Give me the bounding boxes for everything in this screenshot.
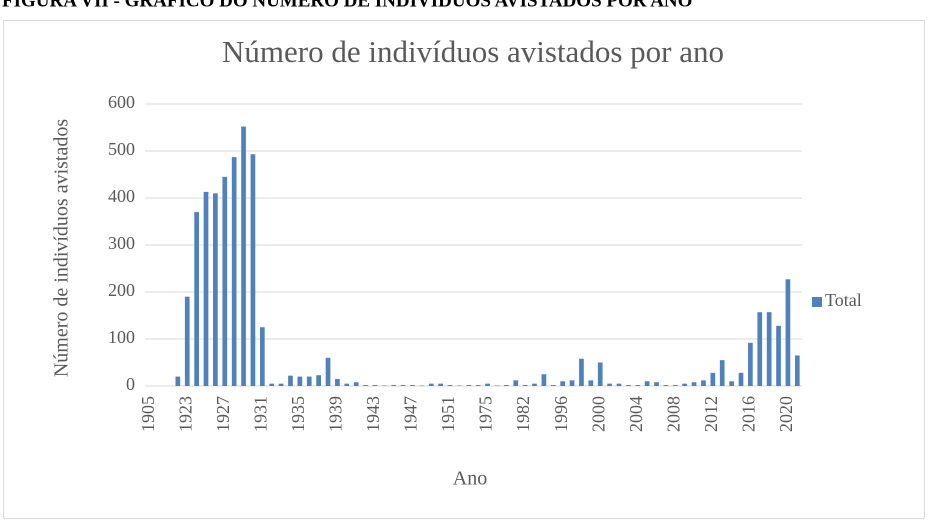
x-tick-label: 1996: [551, 396, 571, 432]
figure-heading: FIGURA VII - GRÁFICO DO NÚMERO DE INDIVÍ…: [2, 0, 692, 11]
bar: [504, 385, 509, 386]
bar: [400, 385, 406, 386]
bar: [438, 383, 443, 386]
bar: [316, 375, 321, 386]
x-tick-label: 1982: [513, 396, 533, 432]
x-tick-label: 2016: [739, 396, 759, 432]
bar: [626, 385, 631, 386]
bar: [353, 382, 359, 386]
bar: [644, 381, 650, 386]
x-axis-label: Ano: [453, 468, 487, 490]
bar: [541, 374, 547, 386]
bar: [794, 355, 800, 386]
bar: [710, 372, 716, 386]
bar: [776, 325, 781, 386]
bar: [363, 385, 368, 386]
legend-swatch: [812, 297, 822, 307]
bar: [757, 312, 763, 386]
bar: [466, 385, 472, 386]
bar: [672, 385, 678, 386]
x-tick-label: 1975: [476, 396, 496, 432]
x-tick-label: 2020: [776, 396, 796, 432]
bar: [766, 312, 772, 386]
y-tick-label: 600: [108, 92, 135, 112]
bar: [259, 327, 265, 386]
x-tick-label: 1905: [138, 396, 158, 432]
x-tick-label: 1951: [438, 396, 458, 432]
x-tick-label: 2004: [626, 396, 646, 432]
x-tick-label: 1927: [213, 396, 233, 432]
bar: [738, 372, 744, 386]
bar: [522, 385, 528, 386]
y-tick-label: 100: [108, 327, 135, 347]
y-tick-label: 0: [126, 374, 135, 394]
bar: [447, 385, 453, 386]
x-tick-label: 1923: [175, 396, 195, 432]
bar: [550, 385, 556, 386]
bar: [344, 383, 350, 386]
bar: [597, 362, 603, 386]
x-tick-label: 1947: [401, 396, 421, 432]
bar: [288, 375, 293, 386]
bar: [175, 376, 181, 386]
x-tick-label: 2008: [663, 396, 683, 432]
bar: [729, 381, 734, 386]
bar: [222, 176, 228, 386]
bar: [532, 383, 537, 386]
x-tick-label: 2012: [701, 396, 721, 432]
bar: [306, 376, 312, 386]
bar: [278, 383, 284, 386]
bar: [682, 383, 688, 386]
bar: [607, 383, 612, 386]
bar: [588, 380, 594, 386]
bar: [231, 157, 237, 386]
bar: [241, 126, 246, 386]
bar: [719, 360, 725, 386]
bar: [391, 385, 397, 386]
bar: [701, 380, 706, 386]
x-tick-label: 2000: [588, 396, 608, 432]
legend-label: Total: [825, 290, 862, 310]
bar: [691, 382, 697, 386]
bar: [635, 385, 641, 386]
chart-frame: [3, 20, 925, 519]
bar: [203, 191, 209, 386]
bar: [579, 358, 584, 386]
bar: [560, 381, 566, 386]
x-tick-label: 1935: [288, 396, 308, 432]
chart-title: Número de indivíduos avistados por ano: [222, 34, 724, 69]
bar: [569, 380, 575, 386]
bar: [428, 383, 434, 386]
bar: [372, 385, 378, 386]
bar: [410, 385, 415, 386]
bar: [335, 378, 340, 386]
bar: [250, 154, 256, 386]
bar: [269, 383, 275, 386]
bar: [475, 385, 481, 386]
y-tick-label: 400: [108, 186, 135, 206]
bar: [654, 382, 659, 386]
bar: [194, 212, 199, 386]
y-tick-label: 300: [108, 233, 135, 253]
bar: [485, 383, 490, 386]
x-tick-label: 1939: [326, 396, 346, 432]
bar: [785, 279, 791, 386]
bar: [616, 383, 622, 386]
bar: [213, 193, 218, 386]
bar: [325, 357, 331, 386]
x-tick-label: 1943: [363, 396, 383, 432]
bar: [513, 380, 519, 386]
bar: [748, 342, 753, 386]
y-tick-label: 200: [108, 280, 135, 300]
bar: [297, 376, 303, 386]
bar: [663, 385, 669, 386]
y-axis-label: Número de indivíduos avistados: [51, 119, 73, 378]
y-tick-label: 500: [108, 139, 135, 159]
x-tick-label: 1931: [250, 396, 270, 432]
bar: [184, 296, 190, 386]
